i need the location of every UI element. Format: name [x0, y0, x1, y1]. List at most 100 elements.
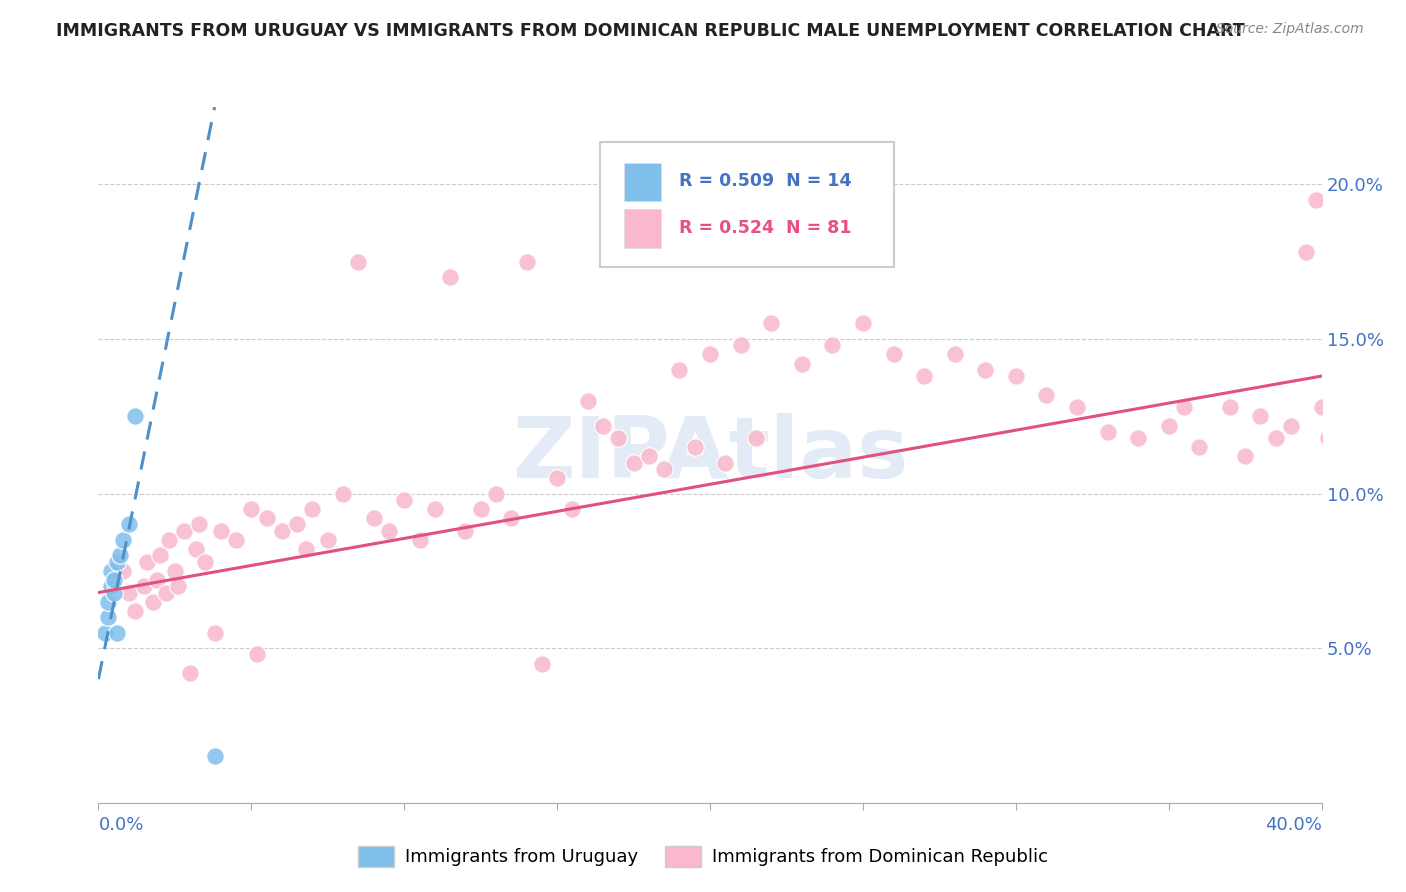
Point	[1295, 245, 1317, 260]
Point	[97, 610, 120, 624]
Point	[188, 517, 211, 532]
Point	[439, 270, 461, 285]
Point	[97, 595, 120, 609]
Text: R = 0.509  N = 14: R = 0.509 N = 14	[679, 172, 852, 191]
Point	[301, 502, 323, 516]
Point	[745, 431, 768, 445]
Point	[1004, 369, 1026, 384]
Point	[134, 579, 156, 593]
Point	[118, 585, 141, 599]
Point	[108, 549, 131, 563]
Point	[470, 502, 492, 516]
Point	[173, 524, 195, 538]
Point	[111, 564, 134, 578]
Point	[1035, 387, 1057, 401]
Point	[204, 749, 226, 764]
Point	[378, 524, 401, 538]
Point	[852, 317, 875, 331]
Point	[1264, 431, 1286, 445]
Point	[912, 369, 935, 384]
Point	[883, 347, 905, 361]
Point	[392, 492, 416, 507]
Point	[699, 347, 721, 361]
FancyBboxPatch shape	[624, 162, 661, 201]
FancyBboxPatch shape	[600, 142, 893, 267]
Point	[561, 502, 583, 516]
Point	[1310, 400, 1333, 414]
Point	[118, 517, 141, 532]
Point	[592, 418, 614, 433]
Text: Source: ZipAtlas.com: Source: ZipAtlas.com	[1216, 22, 1364, 37]
Point	[332, 486, 354, 500]
Point	[209, 524, 232, 538]
Text: ZIPAtlas: ZIPAtlas	[512, 413, 908, 497]
Point	[1279, 418, 1302, 433]
Point	[637, 450, 661, 464]
Point	[1097, 425, 1119, 439]
Point	[167, 579, 190, 593]
Point	[759, 317, 782, 331]
Point	[316, 533, 339, 547]
Point	[1157, 418, 1180, 433]
Text: 0.0%: 0.0%	[98, 816, 143, 834]
Point	[1128, 431, 1150, 445]
Point	[530, 657, 553, 671]
Point	[157, 533, 180, 547]
Legend: Immigrants from Uruguay, Immigrants from Dominican Republic: Immigrants from Uruguay, Immigrants from…	[350, 838, 1056, 874]
Point	[270, 524, 292, 538]
Text: R = 0.524  N = 81: R = 0.524 N = 81	[679, 219, 852, 237]
Point	[124, 604, 146, 618]
Point	[103, 585, 125, 599]
Point	[623, 456, 645, 470]
Point	[1066, 400, 1088, 414]
Point	[408, 533, 430, 547]
Point	[111, 533, 134, 547]
Point	[179, 665, 201, 680]
Point	[652, 462, 675, 476]
Point	[105, 625, 128, 640]
Point	[142, 595, 165, 609]
Point	[136, 555, 159, 569]
Point	[1249, 409, 1271, 424]
Point	[607, 431, 630, 445]
Point	[943, 347, 966, 361]
Point	[295, 542, 318, 557]
Point	[225, 533, 247, 547]
Point	[240, 502, 263, 516]
Point	[285, 517, 308, 532]
Point	[204, 625, 226, 640]
Point	[246, 648, 269, 662]
Point	[1219, 400, 1241, 414]
Point	[1234, 450, 1257, 464]
Point	[186, 542, 208, 557]
Point	[149, 549, 172, 563]
Point	[1173, 400, 1195, 414]
Point	[124, 409, 146, 424]
Point	[1305, 193, 1327, 207]
Point	[363, 511, 385, 525]
Point	[103, 573, 125, 587]
Point	[145, 573, 167, 587]
Text: IMMIGRANTS FROM URUGUAY VS IMMIGRANTS FROM DOMINICAN REPUBLIC MALE UNEMPLOYMENT : IMMIGRANTS FROM URUGUAY VS IMMIGRANTS FR…	[56, 22, 1244, 40]
Point	[105, 555, 128, 569]
Point	[347, 254, 370, 268]
Point	[454, 524, 477, 538]
Point	[485, 486, 508, 500]
Point	[100, 564, 122, 578]
Point	[194, 555, 217, 569]
Point	[1188, 440, 1211, 454]
Point	[668, 363, 690, 377]
Point	[163, 564, 186, 578]
Point	[974, 363, 997, 377]
Point	[1316, 431, 1339, 445]
Point	[576, 393, 599, 408]
Point	[93, 625, 115, 640]
Point	[155, 585, 177, 599]
Point	[501, 511, 523, 525]
Point	[516, 254, 538, 268]
Point	[790, 357, 813, 371]
Point	[683, 440, 706, 454]
Point	[730, 338, 752, 352]
Point	[546, 471, 568, 485]
Point	[423, 502, 446, 516]
